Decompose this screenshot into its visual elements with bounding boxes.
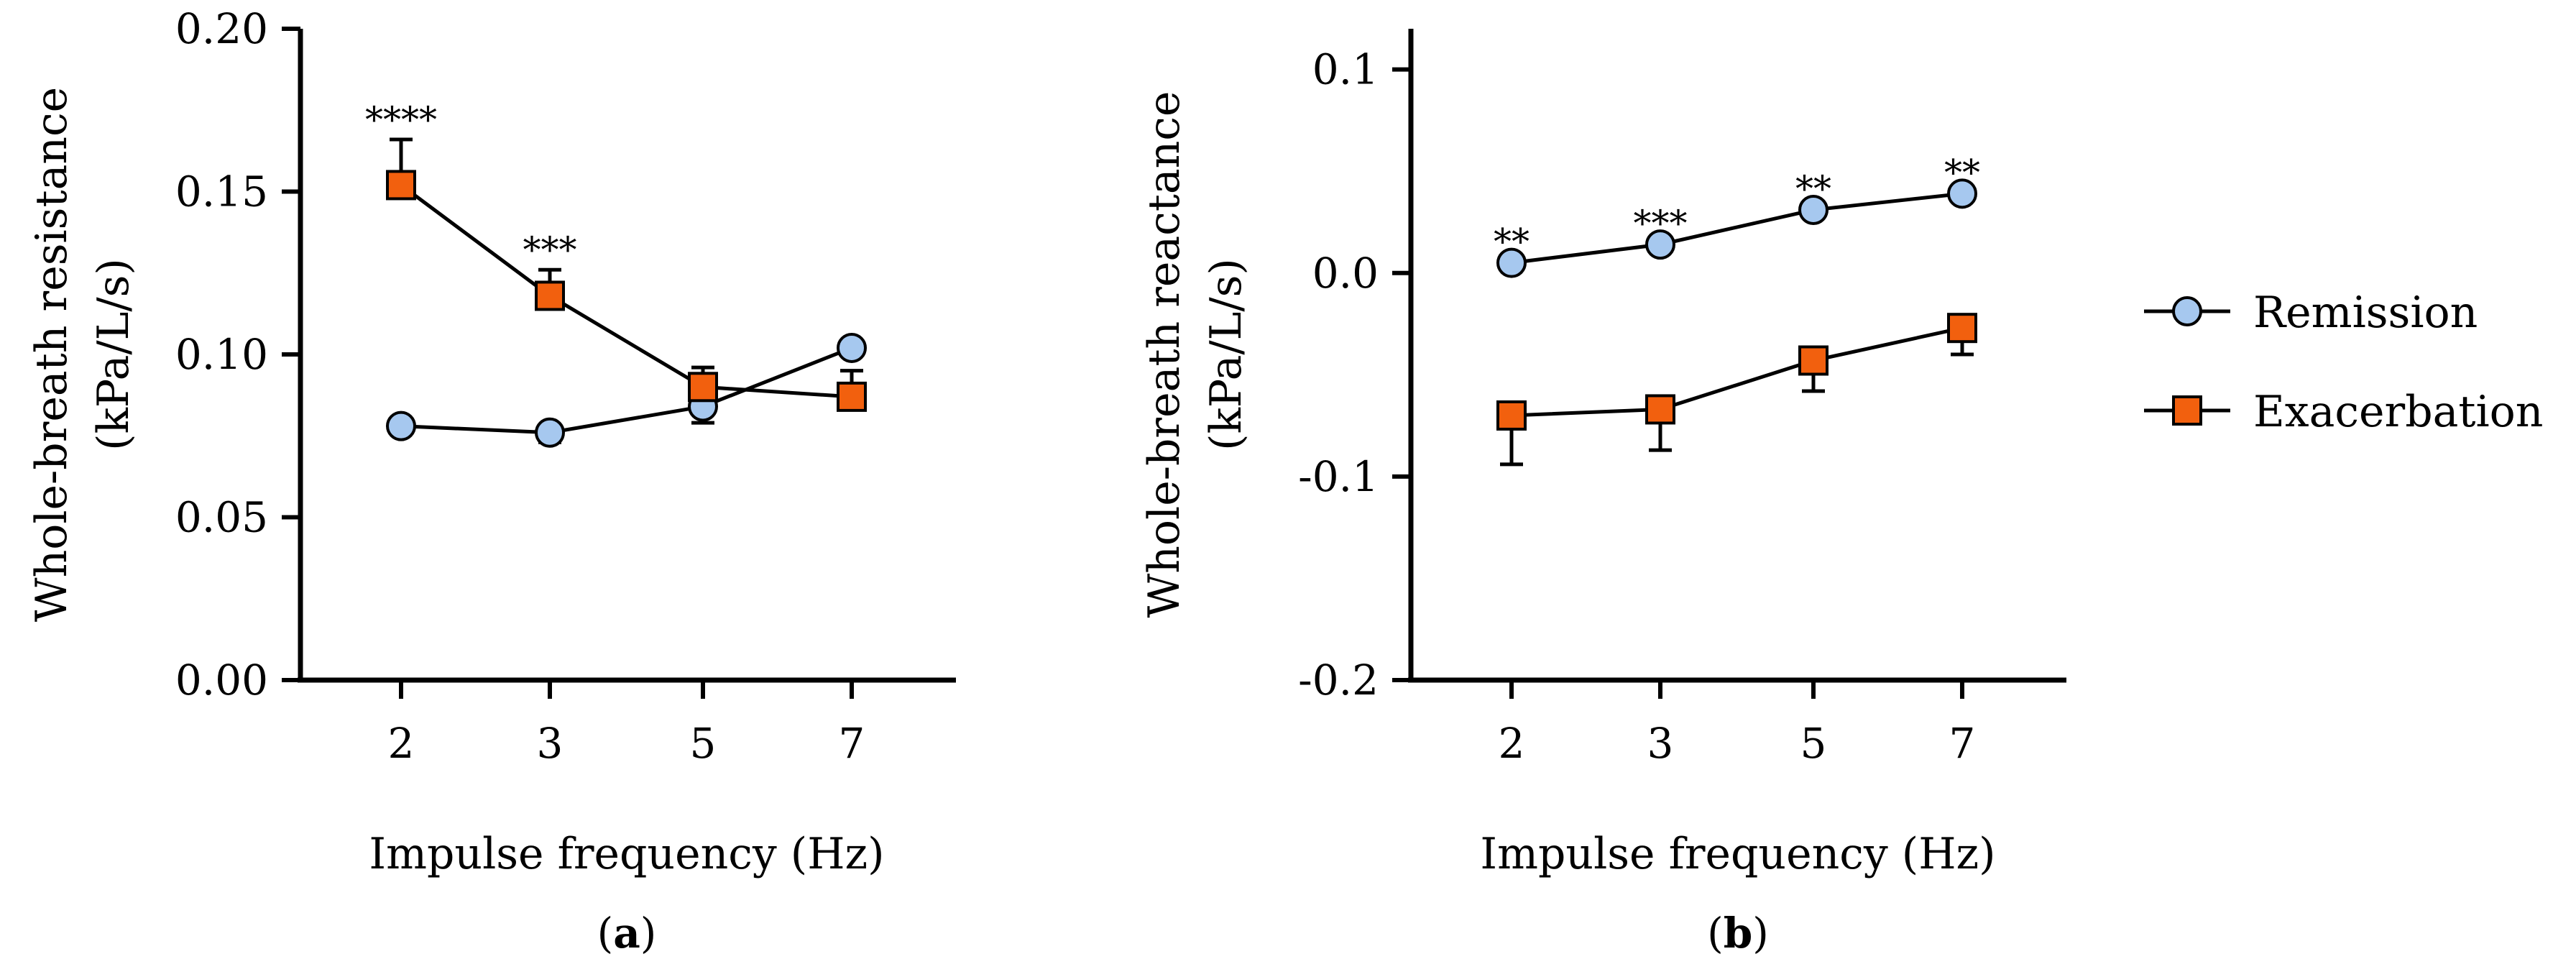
panel-b-exacerbation-point <box>1947 313 1977 344</box>
panel-a-remission-point <box>386 410 416 441</box>
panel-b-significance: ** <box>1944 152 1980 193</box>
panel-b-xlabel: Impulse frequency (Hz) <box>1480 829 1995 879</box>
panel-b-xtick-label: 3 <box>1647 719 1674 768</box>
panel-b-significance: ** <box>1795 168 1831 210</box>
legend-remission-marker <box>2172 296 2202 326</box>
panel-b-xtick-label: 7 <box>1949 719 1976 768</box>
panel-a-ylabel-line2: (kPa/L/s) <box>88 258 139 451</box>
panel-b-exacerbation-line <box>1511 326 1963 418</box>
panel-a-exacerbation-point <box>535 280 565 311</box>
panel-b-remission-point <box>1798 194 1828 225</box>
panel-b-y-ticks: -0.2 -0.1 0.0 0.1 <box>1298 45 1411 705</box>
panel-a-significance: *** <box>523 229 577 271</box>
panel-b-ylabel-line1: Whole-breath reactance <box>1139 91 1190 618</box>
panel-a-xtick-label: 5 <box>690 719 717 768</box>
panel-a-exacerbation-point <box>837 381 867 412</box>
panel-b-remission-point <box>1645 229 1675 260</box>
panel-b-ytick-label: 0.1 <box>1312 45 1379 94</box>
panel-b-remission-point <box>1947 178 1977 209</box>
panel-b-significance: ** <box>1494 221 1530 263</box>
panel-b-ylabel-line2: (kPa/L/s) <box>1201 258 1251 451</box>
legend-remission-label: Remission <box>2253 288 2478 338</box>
legend-exacerbation-label: Exacerbation <box>2253 387 2543 437</box>
legend-item-remission: Remission <box>2144 288 2478 338</box>
panel-b-significance: *** <box>1634 203 1688 244</box>
panel-b-exacerbation-point <box>1798 345 1828 376</box>
panel-a-remission-line <box>400 346 852 435</box>
legend-exacerbation-marker <box>2172 395 2202 426</box>
panel-a-marks: ******* <box>365 99 867 448</box>
panel-a-y-ticks: 0.00 0.05 0.10 0.15 0.20 <box>175 4 300 705</box>
panel-a-ytick-label: 0.00 <box>175 656 268 705</box>
panel-b-remission-point <box>1496 247 1527 278</box>
panel-a-ytick-label: 0.10 <box>175 330 268 379</box>
panel-b-remission-line <box>1511 191 1963 265</box>
panel-b-ytick-label: 0.0 <box>1312 249 1379 298</box>
legend-item-exacerbation: Exacerbation <box>2144 387 2543 437</box>
panel-a-xtick-label: 7 <box>839 719 865 768</box>
panel-a-letter: a <box>613 909 640 958</box>
panel-b-xtick-label: 5 <box>1800 719 1827 768</box>
panel-a-ytick-label: 0.15 <box>175 168 268 216</box>
panel-a-x-ticks: 2 3 5 7 <box>388 680 865 768</box>
legend: Remission Exacerbation <box>2144 288 2543 437</box>
panel-a-ytick-label: 0.20 <box>175 4 268 53</box>
panel-b-exacerbation-point <box>1645 394 1675 425</box>
panel-a-ylabel-line1: Whole-breath resistance <box>27 87 77 622</box>
panel-a-significance: **** <box>365 99 437 141</box>
panel-a-exacerbation-line <box>400 183 852 399</box>
panel-b-ytick-label: -0.1 <box>1298 452 1379 501</box>
panel-b-exacerbation-point <box>1496 400 1527 431</box>
panel-a-xtick-label: 2 <box>388 719 415 768</box>
panel-b-ytick-label: -0.2 <box>1298 656 1379 705</box>
panel-a-remission-point <box>837 332 867 363</box>
panel-b-marks: ** ***** ** <box>1494 152 1980 467</box>
panel-a-ytick-label: 0.05 <box>175 493 268 542</box>
panel-a-xlabel: Impulse frequency (Hz) <box>369 829 884 879</box>
panel-b-label: (b) <box>1707 909 1769 958</box>
panel-a-remission-point <box>535 417 565 448</box>
panel-a-xtick-label: 3 <box>537 719 564 768</box>
panel-a-exacerbation-point <box>386 170 416 201</box>
panel-b-letter: b <box>1724 909 1753 958</box>
panel-a-label: (a) <box>597 909 657 958</box>
panel-b-x-ticks: 2 3 5 7 <box>1499 680 1976 768</box>
panel-a-exacerbation-point <box>688 372 718 403</box>
panel-b-xtick-label: 2 <box>1499 719 1525 768</box>
